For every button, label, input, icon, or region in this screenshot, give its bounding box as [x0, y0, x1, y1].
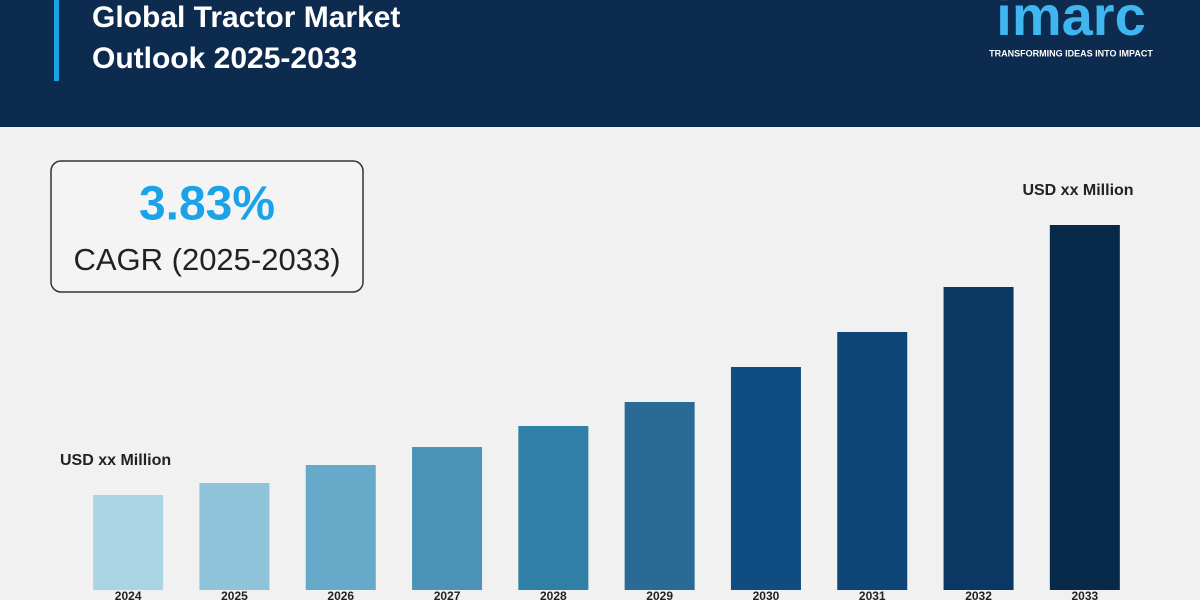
- x-tick-label: 2030: [753, 589, 780, 600]
- x-tick-label: 2032: [965, 589, 992, 600]
- x-tick-label: 2029: [646, 589, 673, 600]
- bar: [305, 465, 376, 590]
- bar: [943, 287, 1014, 590]
- x-tick-label: 2031: [859, 589, 886, 600]
- bar: [518, 426, 589, 590]
- cagr-box: [50, 160, 364, 293]
- bar: [730, 367, 801, 590]
- header-accent: [54, 0, 59, 81]
- bar: [93, 495, 164, 590]
- bar: [412, 447, 483, 590]
- bar: [624, 402, 695, 590]
- header-band: [0, 0, 1200, 127]
- x-tick-label: 2024: [115, 589, 142, 600]
- x-tick-label: 2033: [1071, 589, 1098, 600]
- cagr-value: 3.83%: [139, 178, 275, 231]
- logo: imarc: [996, 0, 1145, 47]
- annotation: USD xx Million: [60, 452, 171, 469]
- x-tick-label: 2027: [434, 589, 461, 600]
- x-tick-label: 2026: [327, 589, 354, 600]
- title-line: Global Tractor Market: [92, 1, 400, 34]
- tagline: TRANSFORMING IDEAS INTO IMPACT: [989, 48, 1153, 58]
- bar: [837, 332, 908, 590]
- bar: [1049, 225, 1120, 590]
- title-line: Outlook 2025-2033: [92, 42, 357, 75]
- bar: [199, 483, 270, 590]
- x-tick-label: 2025: [221, 589, 248, 600]
- annotation: USD xx Million: [1022, 182, 1133, 199]
- x-tick-label: 2028: [540, 589, 567, 600]
- cagr-label: CAGR (2025-2033): [73, 242, 340, 277]
